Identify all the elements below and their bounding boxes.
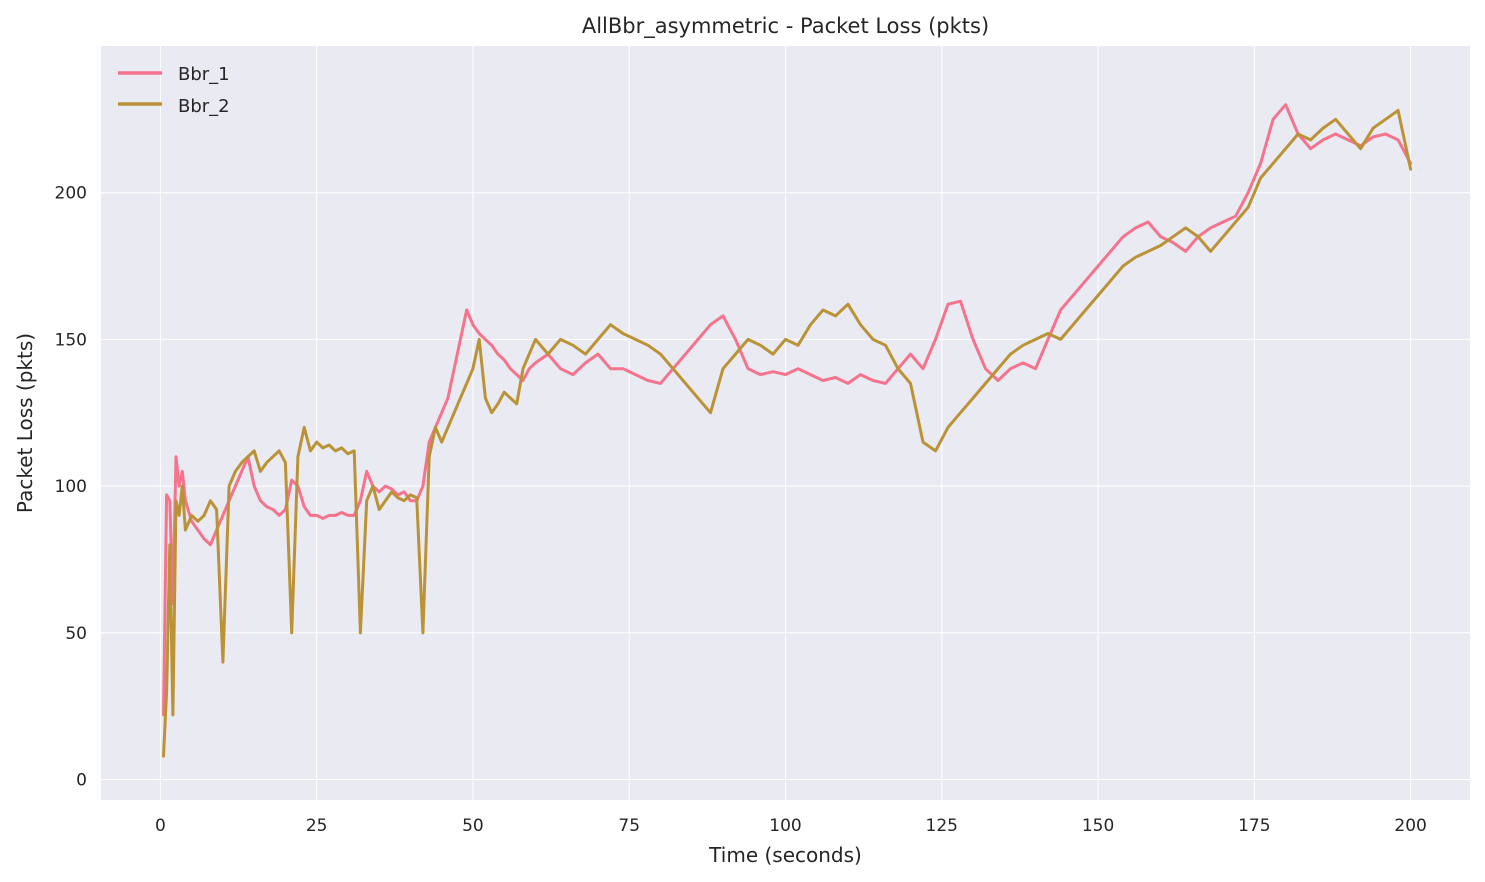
- x-tick-label: 75: [618, 816, 640, 836]
- y-tick-label: 100: [55, 477, 87, 497]
- x-tick-label: 100: [769, 816, 801, 836]
- x-tick-label: 25: [306, 816, 328, 836]
- y-tick-label: 150: [55, 330, 87, 350]
- y-axis-label: Packet Loss (pkts): [13, 333, 37, 513]
- x-tick-label: 125: [926, 816, 958, 836]
- x-tick-labels: 0 25 50 75 100 125 150 175 200: [155, 816, 1427, 836]
- legend-label-bbr-2: Bbr_2: [178, 96, 230, 117]
- chart-title: AllBbr_asymmetric - Packet Loss (pkts): [582, 14, 989, 39]
- y-tick-label: 0: [76, 770, 87, 790]
- legend-label-bbr-1: Bbr_1: [178, 64, 230, 85]
- grid-lines: [101, 46, 1470, 800]
- x-tick-label: 0: [155, 816, 166, 836]
- x-tick-label: 150: [1082, 816, 1114, 836]
- series-line-bbr-2: [162, 109, 1413, 758]
- x-tick-label: 50: [462, 816, 484, 836]
- y-tick-label: 50: [65, 624, 87, 644]
- series-line-bbr-1: [162, 103, 1413, 717]
- legend: Bbr_1 Bbr_2: [118, 64, 230, 117]
- x-axis-label: Time (seconds): [708, 843, 862, 867]
- y-tick-labels: 0 50 100 150 200: [55, 184, 87, 791]
- x-tick-label: 175: [1238, 816, 1270, 836]
- series-lines: [162, 103, 1413, 758]
- y-tick-label: 200: [55, 184, 87, 204]
- x-tick-label: 200: [1394, 816, 1426, 836]
